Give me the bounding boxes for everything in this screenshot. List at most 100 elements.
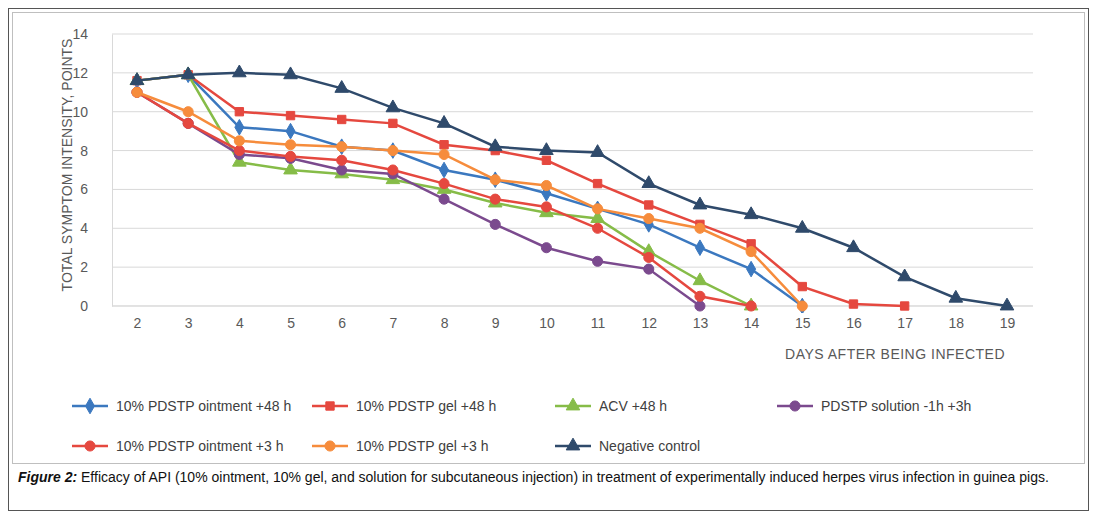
y-tick-label: 0 — [80, 298, 88, 314]
series-point — [847, 240, 861, 252]
x-tick-label: 12 — [641, 315, 657, 331]
series-point — [286, 111, 294, 119]
series-point — [337, 142, 347, 152]
series-point — [183, 118, 193, 128]
series-point — [234, 136, 244, 146]
series-point — [440, 141, 448, 149]
x-tick-label: 5 — [287, 315, 295, 331]
series-point — [284, 67, 298, 79]
x-tick-label: 18 — [949, 315, 965, 331]
series-point — [593, 223, 603, 233]
legend-label: 10% PDSTP ointment +3 h — [116, 438, 283, 454]
series-point — [388, 165, 398, 175]
legend-item: Negative control — [555, 438, 700, 454]
series-point — [900, 302, 908, 310]
series-point — [490, 175, 500, 185]
series-point — [849, 300, 857, 308]
series-point — [591, 145, 605, 157]
series-point — [949, 290, 963, 302]
legend-item: 10% PDSTP ointment +3 h — [72, 438, 283, 454]
series-point — [183, 118, 193, 128]
subtitle: Efficacy of API (10% ointment, 10% gel, … — [77, 469, 1049, 485]
legend-label: 10% PDSTP gel +3 h — [356, 438, 488, 454]
series-point — [1000, 298, 1014, 310]
grid — [112, 34, 1033, 306]
series-point — [440, 162, 449, 178]
series-point — [284, 162, 298, 174]
series-point — [693, 197, 707, 209]
series-point — [285, 151, 295, 161]
series-point — [183, 107, 193, 117]
x-tick: 16 — [846, 306, 862, 331]
legend-marker — [566, 438, 580, 450]
y-tick-label: 6 — [80, 181, 88, 197]
x-tick-label: 9 — [492, 315, 500, 331]
series-line — [137, 75, 751, 306]
x-tick-label: 17 — [897, 315, 913, 331]
series-point — [644, 252, 654, 262]
series-point — [642, 176, 656, 188]
legend-marker — [86, 398, 95, 414]
series-point — [233, 65, 247, 77]
x-tick-label: 4 — [236, 315, 244, 331]
series-point — [746, 247, 756, 257]
series-point — [540, 143, 554, 155]
y-tick: 14 — [72, 26, 112, 42]
series-line — [137, 92, 751, 306]
legend-item: ACV +48 h — [555, 398, 667, 414]
y-axis-title: TOTAL SYMPTOM INTENSITY, POINTS — [59, 39, 75, 292]
x-tick-label: 11 — [591, 315, 606, 331]
series-point — [235, 119, 244, 135]
series-line — [137, 75, 905, 306]
x-tick: 7 — [389, 306, 397, 331]
series-point — [798, 282, 806, 290]
series-point — [337, 139, 346, 155]
series-point — [644, 264, 654, 274]
series-point — [490, 219, 500, 229]
series — [133, 71, 909, 311]
series-point — [132, 87, 142, 97]
series-point — [130, 73, 144, 85]
series-point — [491, 172, 500, 188]
series-point — [795, 220, 809, 232]
chart-frame — [13, 13, 1085, 464]
series-point — [286, 123, 295, 139]
series-point — [644, 214, 654, 224]
plot-marks — [130, 65, 1014, 313]
series-point — [744, 207, 758, 219]
y-axis: 02468101214 — [72, 26, 112, 314]
series-line — [137, 75, 802, 306]
legend-marker — [566, 398, 580, 410]
x-tick: 8 — [441, 306, 449, 331]
chart: 024681012142345678910111213141516171819D… — [0, 0, 1097, 519]
x-tick: 5 — [287, 306, 295, 331]
series-point — [235, 108, 243, 116]
series-point — [439, 194, 449, 204]
series-point — [234, 146, 244, 156]
x-tick: 11 — [591, 306, 606, 331]
series-point — [488, 139, 502, 151]
series-point — [439, 179, 449, 189]
series-point — [437, 116, 451, 128]
series-line — [137, 92, 802, 306]
legend-item: 10% PDSTP ointment +48 h — [72, 398, 291, 414]
series-point — [593, 204, 603, 214]
series-point — [337, 165, 347, 175]
y-tick: 2 — [80, 259, 112, 275]
legend-item: PDSTP solution -1h +3h — [777, 398, 971, 414]
y-tick: 0 — [80, 298, 112, 314]
x-tick: 4 — [236, 306, 244, 331]
series-point — [181, 67, 195, 79]
series-point — [797, 301, 807, 311]
series-point — [181, 67, 195, 79]
series-point — [490, 194, 500, 204]
legend-label: Negative control — [599, 438, 700, 454]
series-line — [137, 73, 1007, 306]
series-point — [747, 261, 756, 277]
x-tick-label: 13 — [693, 315, 709, 331]
y-axis-line — [112, 35, 113, 307]
series-point — [693, 273, 707, 285]
x-tick-label: 15 — [795, 315, 811, 331]
legend-marker — [326, 402, 334, 410]
series-point — [338, 115, 346, 123]
